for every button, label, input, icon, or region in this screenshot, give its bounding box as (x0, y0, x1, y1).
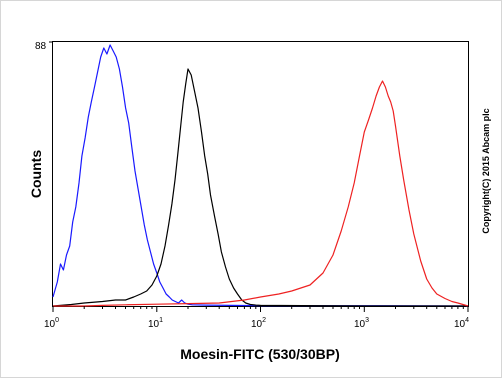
copyright-notice: Copyright(C) 2015 Abcam plc (481, 108, 491, 233)
histogram-line-2 (53, 80, 469, 307)
histogram-line-0 (52, 44, 469, 307)
y-axis-title: Counts (28, 150, 44, 198)
histogram-line-1 (52, 68, 468, 307)
x-tick-label-1: 101 (148, 317, 163, 330)
y-tick-label-top: 88 (35, 41, 47, 52)
x-tick-label-3: 103 (354, 317, 369, 330)
x-tick-label-2: 102 (251, 317, 266, 330)
x-axis-title: Moesin-FITC (530/30BP) (180, 346, 339, 362)
plot-area-border (52, 41, 469, 307)
x-tick-label-4: 104 (454, 317, 469, 330)
histogram-curves (52, 44, 469, 307)
x-axis-ticks (49, 41, 469, 312)
x-tick-label-0: 100 (44, 317, 59, 330)
